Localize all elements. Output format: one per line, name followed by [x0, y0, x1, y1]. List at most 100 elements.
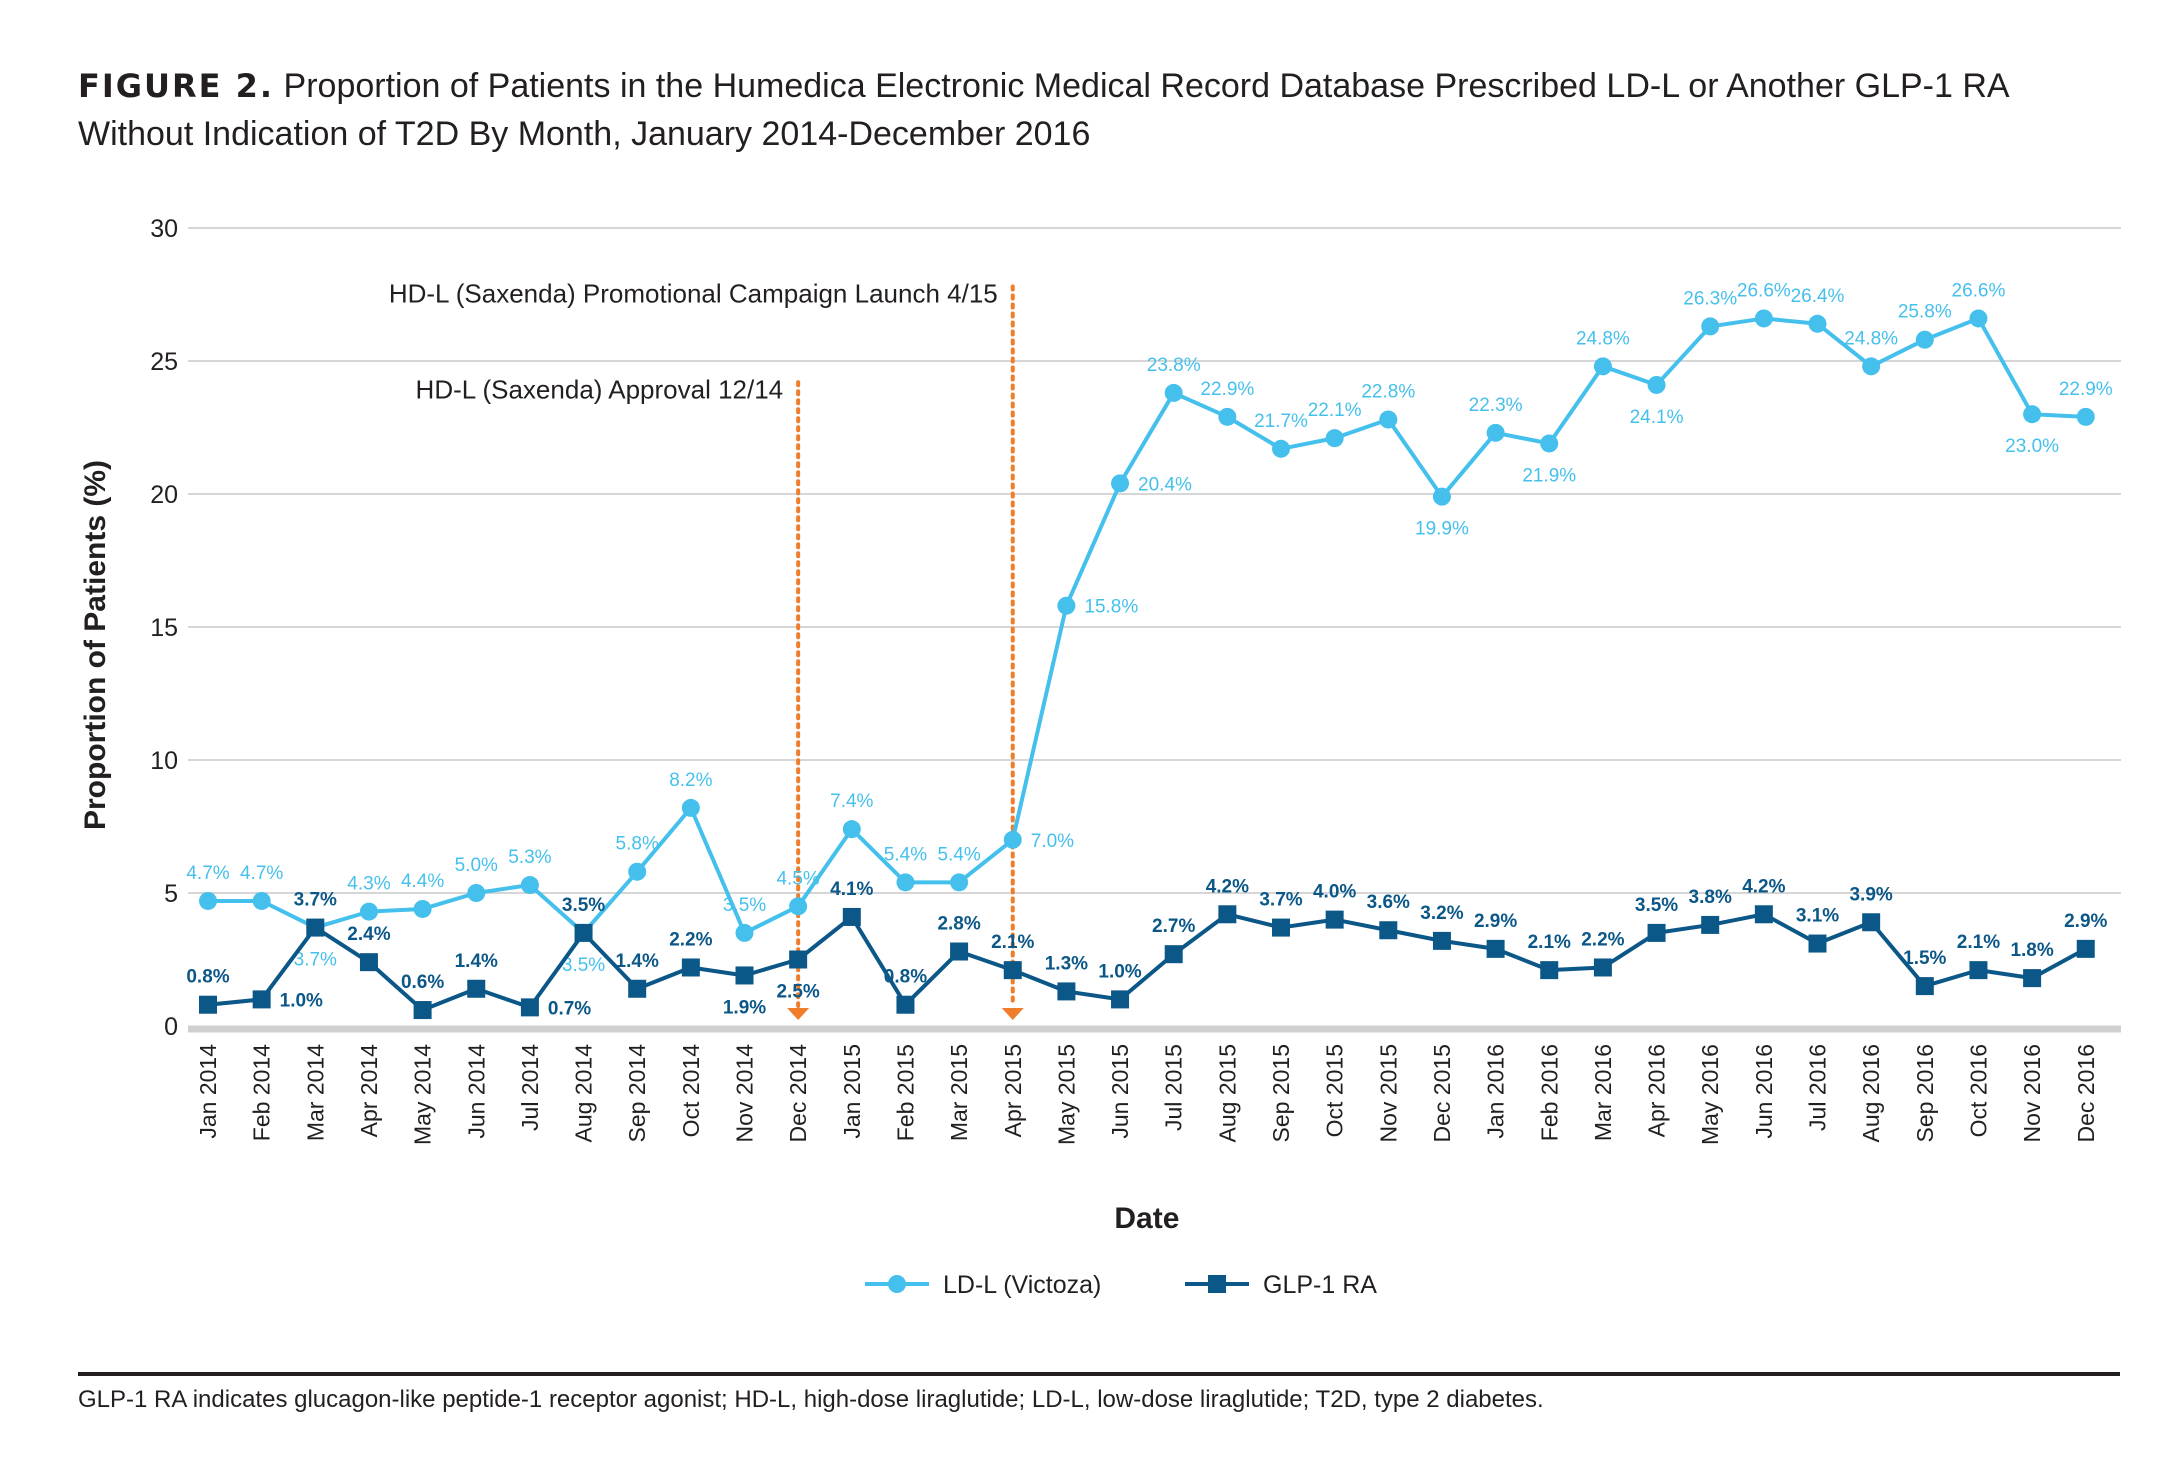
x-tick-label: Feb 2016: [1536, 1044, 1562, 1141]
ldl-data-label: 24.1%: [1630, 407, 1684, 428]
ldl-data-point: [1969, 309, 1988, 328]
glp1-data-point: [1057, 982, 1076, 1001]
ldl-data-point: [1325, 429, 1344, 448]
glp1-data-point: [1540, 961, 1559, 980]
glp1-data-point: [306, 918, 325, 937]
x-tick-label: Sep 2014: [624, 1044, 650, 1143]
glp1-data-point: [1164, 945, 1183, 964]
ldl-data-label: 22.8%: [1361, 382, 1415, 403]
annotation-label: HD-L (Saxenda) Promotional Campaign Laun…: [389, 279, 998, 309]
glp1-data-point: [1593, 958, 1612, 977]
glp1-data-label: 3.5%: [562, 895, 605, 916]
ldl-data-label: 26.6%: [1737, 280, 1791, 301]
glp1-data-point: [1862, 913, 1881, 932]
ldl-data-label: 23.8%: [1147, 355, 1201, 376]
ldl-data-point: [1754, 309, 1773, 328]
x-tick-label: Nov 2016: [2019, 1044, 2045, 1142]
ldl-data-label: 4.3%: [347, 874, 390, 895]
ldl-data-label: 21.9%: [1522, 465, 1576, 486]
ldl-data-point: [1164, 383, 1183, 402]
x-tick-label: Nov 2015: [1375, 1044, 1401, 1142]
ldl-data-point: [1003, 830, 1022, 849]
ldl-data-label: 22.3%: [1469, 395, 1523, 416]
ldl-data-point: [1218, 407, 1237, 426]
glp1-data-point: [1486, 939, 1505, 958]
y-tick-label: 25: [150, 348, 178, 376]
glp1-data-label: 2.2%: [669, 929, 712, 950]
glp1-data-label: 3.5%: [1635, 895, 1678, 916]
ldl-data-point: [467, 884, 486, 902]
x-tick-label: Jul 2015: [1161, 1044, 1187, 1131]
glp1-data-point: [1218, 905, 1237, 924]
glp1-data-label: 3.9%: [1849, 884, 1892, 905]
ldl-data-point: [1593, 357, 1612, 376]
glp1-data-point: [1701, 915, 1720, 934]
x-tick-label: Sep 2016: [1912, 1044, 1938, 1142]
ldl-series-line: [208, 316, 2086, 935]
x-tick-label: Sep 2015: [1268, 1044, 1294, 1142]
x-tick-label: Oct 2016: [1965, 1044, 1991, 1137]
glp1-data-point: [199, 995, 217, 1014]
ldl-data-label: 4.4%: [401, 871, 444, 892]
glp1-data-point: [1754, 905, 1773, 924]
x-tick-label: Mar 2016: [1590, 1044, 1616, 1141]
ldl-data-label: 19.9%: [1415, 519, 1469, 540]
glp1-data-label: 1.8%: [2010, 940, 2053, 961]
glp1-data-label: 3.7%: [1259, 890, 1302, 911]
ldl-data-point: [842, 820, 861, 839]
ldl-data-point: [199, 891, 217, 910]
glp1-data-label: 2.9%: [1474, 911, 1517, 932]
ldl-data-point: [1862, 357, 1881, 376]
x-tick-label: Jul 2014: [517, 1044, 543, 1131]
y-tick-label: 15: [150, 614, 178, 642]
glp1-data-label: 1.5%: [1903, 948, 1946, 969]
glp1-data-label: 0.8%: [884, 967, 927, 988]
glp1-data-label: 3.8%: [1689, 887, 1732, 908]
glp1-data-point: [467, 979, 486, 998]
ldl-data-point: [628, 862, 647, 881]
glp1-data-label: 4.2%: [1742, 876, 1785, 897]
glp1-data-point: [252, 990, 271, 1009]
ldl-data-label: 22.9%: [2059, 379, 2113, 400]
glp1-data-point: [842, 907, 861, 926]
ldl-data-label: 3.7%: [294, 950, 337, 971]
glp1-data-label: 2.5%: [776, 982, 819, 1003]
glp1-data-label: 2.1%: [1528, 932, 1571, 953]
ldl-data-label: 21.7%: [1254, 411, 1308, 432]
x-tick-label: Mar 2014: [302, 1044, 328, 1141]
ldl-data-point: [1647, 375, 1666, 394]
glp1-data-label: 1.4%: [616, 951, 659, 972]
glp1-data-point: [789, 950, 808, 969]
x-tick-label: Aug 2015: [1214, 1044, 1240, 1142]
glp1-data-point: [1111, 990, 1130, 1009]
x-tick-label: Jan 2016: [1483, 1044, 1509, 1139]
y-tick-label: 20: [150, 481, 178, 509]
glp1-data-label: 3.7%: [294, 890, 337, 911]
glp1-data-point: [1272, 918, 1290, 937]
ldl-data-point: [896, 873, 915, 892]
glp1-data-label: 3.1%: [1796, 906, 1839, 927]
glp1-data-point: [1808, 934, 1827, 953]
glp1-data-point: [1969, 961, 1988, 980]
glp1-data-label: 4.1%: [830, 879, 873, 900]
glp1-data-label: 0.7%: [548, 998, 591, 1019]
glp1-data-point: [628, 979, 647, 998]
glp1-data-point: [896, 995, 915, 1014]
glp1-data-label: 1.4%: [455, 951, 498, 972]
glp1-data-label: 2.2%: [1581, 929, 1624, 950]
line-chart: 0 5 10 15 20 25 30 Proportion of Patients (%) Da…: [79, 215, 2121, 1299]
ldl-data-label: 20.4%: [1138, 474, 1192, 495]
glp1-data-point: [359, 953, 378, 972]
x-tick-label: Jun 2015: [1107, 1044, 1133, 1139]
glp1-data-label: 1.0%: [280, 990, 323, 1011]
glp1-data-label: 3.2%: [1420, 903, 1463, 924]
ldl-data-label: 4.7%: [240, 863, 283, 884]
x-tick-label: Apr 2016: [1644, 1044, 1670, 1137]
x-tick-label: Dec 2014: [785, 1044, 811, 1143]
glp1-data-point: [413, 1001, 432, 1020]
x-tick-label: Jan 2015: [839, 1044, 865, 1139]
ldl-data-point: [681, 798, 700, 817]
x-tick-label: Apr 2015: [1000, 1044, 1026, 1137]
glp1-data-point: [735, 966, 754, 985]
ldl-data-point: [2023, 405, 2042, 424]
